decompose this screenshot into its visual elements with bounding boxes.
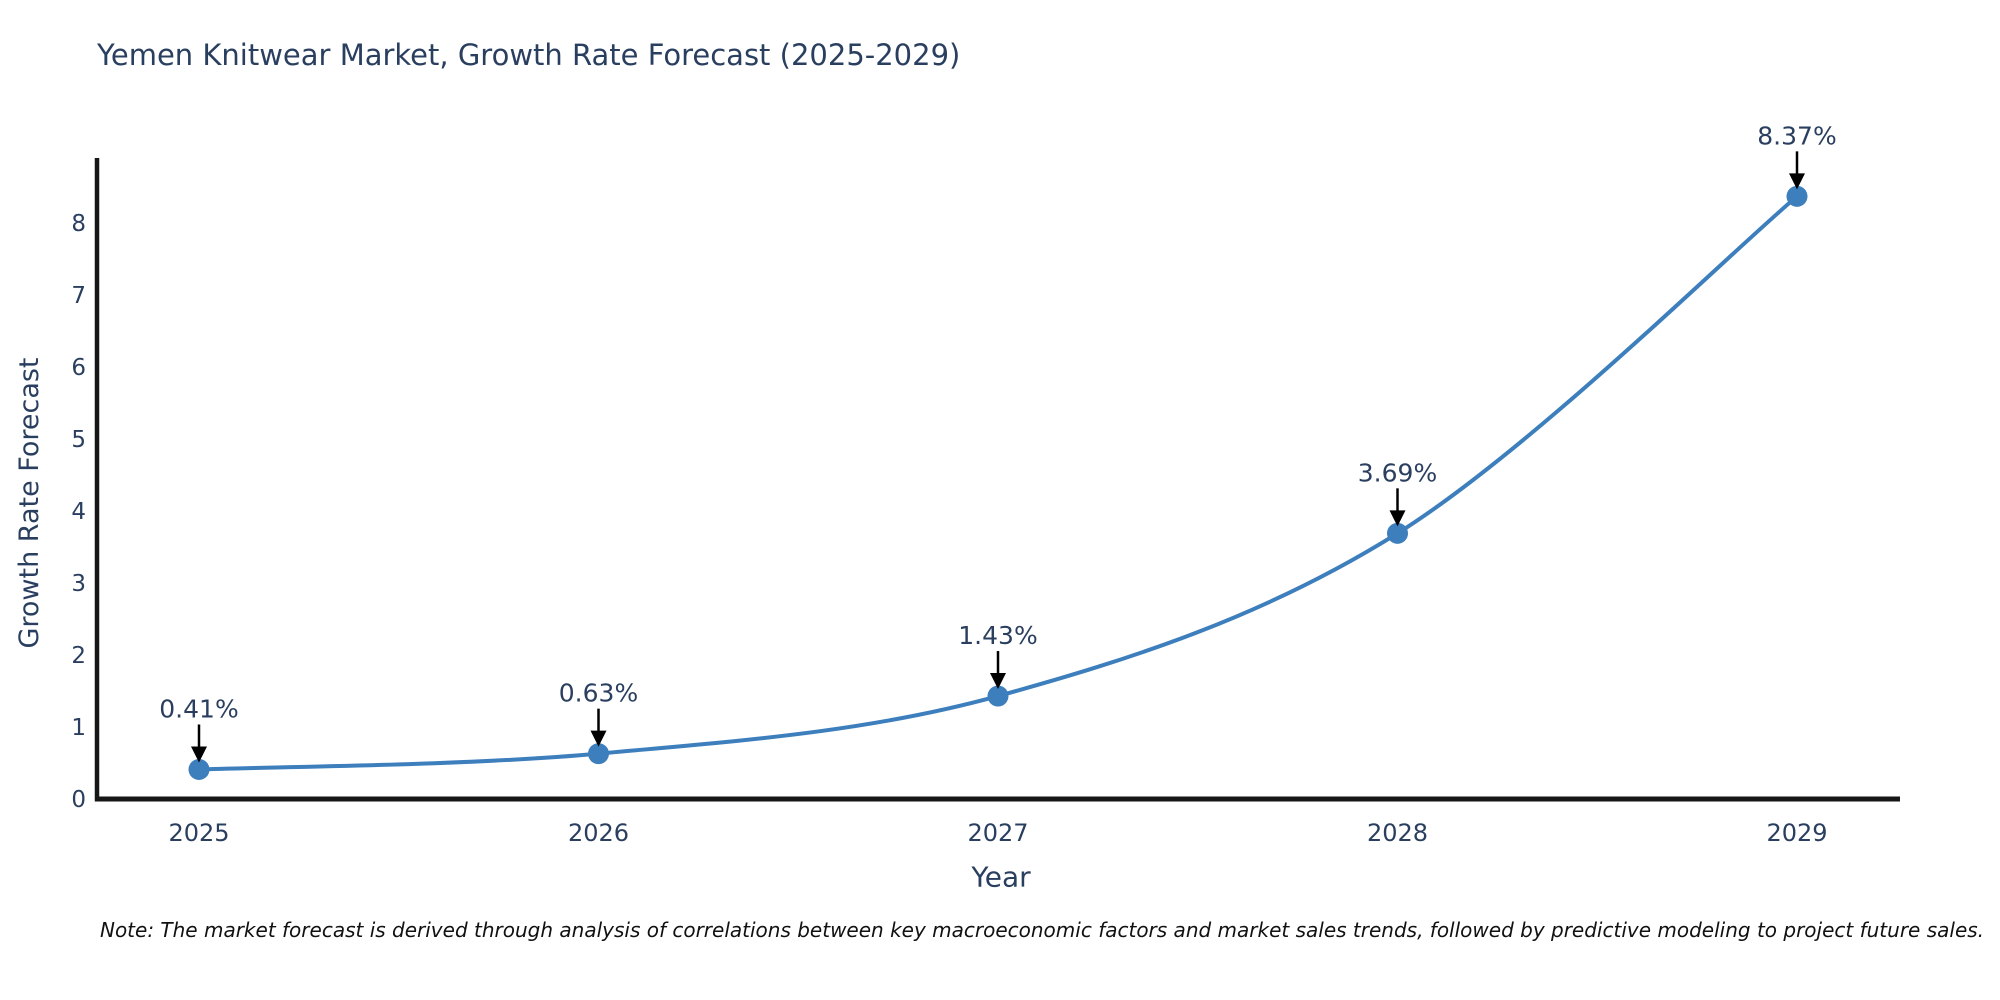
y-tick-label: 0 (71, 787, 86, 813)
annotation-label: 8.37% (1757, 121, 1836, 150)
annotation-label: 3.69% (1358, 458, 1437, 487)
x-tick-label: 2025 (168, 819, 229, 847)
chart-title: Yemen Knitwear Market, Growth Rate Forec… (97, 38, 961, 72)
footnote: Note: The market forecast is derived thr… (99, 918, 1985, 942)
y-tick-label: 7 (71, 283, 86, 309)
annotation-arrow-head (590, 730, 607, 747)
annotation-arrow-head (1389, 510, 1406, 527)
x-tick-label: 2027 (967, 819, 1028, 847)
annotation-arrow-head (1789, 173, 1805, 190)
annotation-arrow-head (191, 746, 207, 763)
annotation-label: 0.63% (559, 679, 638, 708)
data-point-marker (987, 685, 1009, 707)
annotation-label: 1.43% (958, 621, 1037, 650)
data-point-marker (188, 758, 210, 780)
annotation-arrow-head (990, 673, 1006, 690)
y-tick-label: 5 (71, 427, 86, 453)
data-point-marker (588, 743, 609, 765)
data-point-marker (1786, 185, 1808, 207)
y-tick-label: 2 (71, 643, 86, 669)
y-tick-label: 4 (71, 499, 86, 525)
y-tick-label: 1 (71, 715, 86, 741)
annotation-label: 0.41% (159, 694, 238, 723)
y-tick-label: 3 (71, 571, 86, 597)
x-tick-label: 2029 (1766, 819, 1827, 847)
y-tick-label: 6 (71, 355, 86, 381)
y-axis-title: Growth Rate Forecast (14, 357, 45, 649)
data-point-marker (1387, 522, 1408, 544)
x-axis-title: Year (971, 860, 1031, 894)
x-tick-label: 2026 (568, 819, 629, 847)
y-tick-label: 8 (71, 211, 86, 237)
x-tick-label: 2028 (1367, 819, 1428, 847)
